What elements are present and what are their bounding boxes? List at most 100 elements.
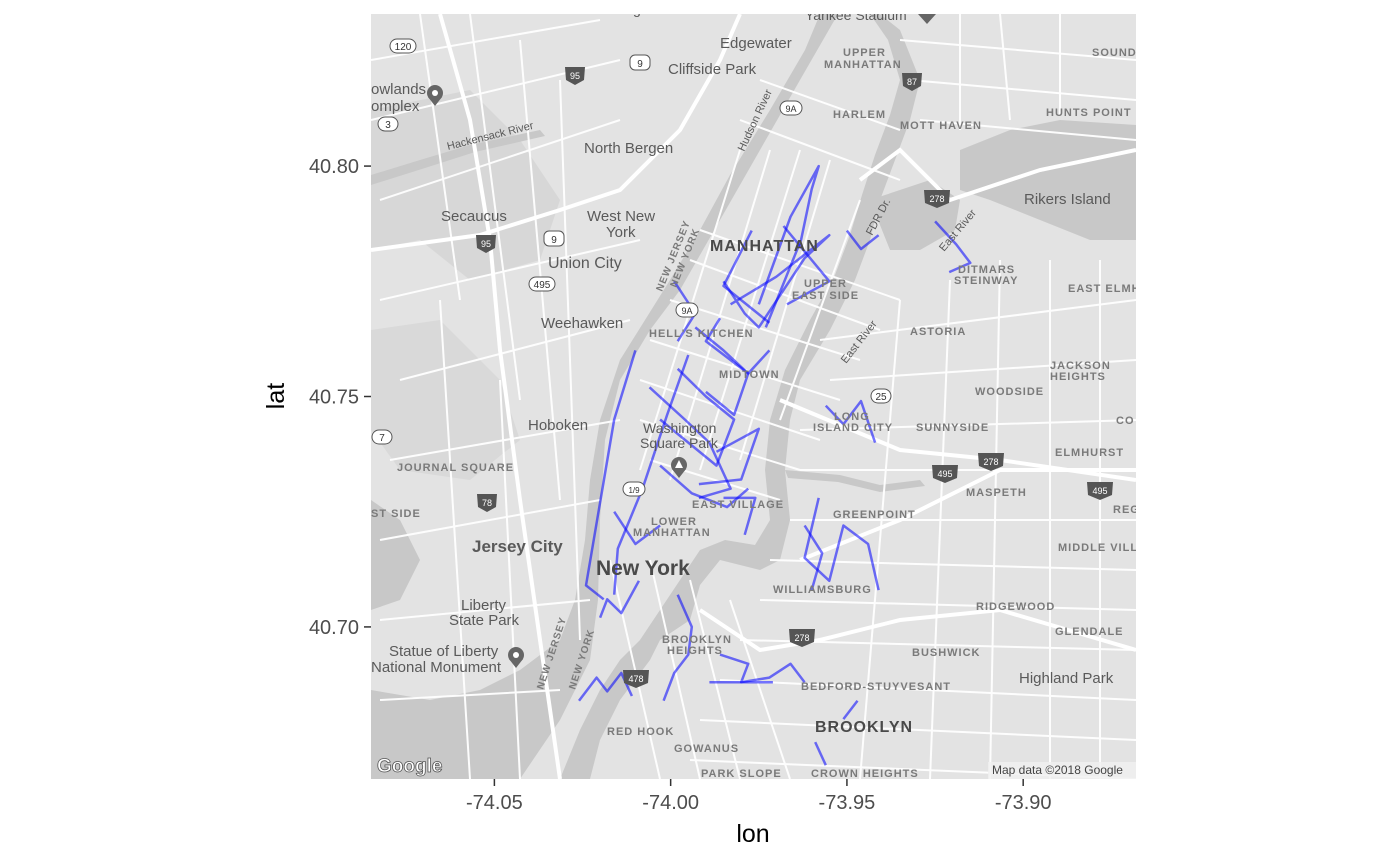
label-co: CO [1116,415,1135,427]
interstate-shield-495-queens: 495 [932,465,958,483]
label-astoria: ASTORIA [910,326,966,338]
route-path [722,230,771,324]
pin-icon [671,457,687,478]
label-east-village: EAST VILLAGE [692,499,784,511]
svg-text:478: 478 [628,674,643,684]
y-tick-label: 40.70 [309,617,359,639]
label-ridgefield: Ridgefield [612,1,674,17]
label-meadowlands-1: owlands [371,81,426,98]
label-statue-2: National Monument [371,659,502,676]
label-reg: REG [1113,504,1140,516]
label-manhattan: MANHATTAN [710,238,819,255]
label-woodside: WOODSIDE [975,386,1044,398]
route-path [814,741,827,766]
label-park-slope: PARK SLOPE [701,768,782,780]
interstate-shield-495-east: 495 [1087,482,1113,500]
route-path [704,317,771,375]
google-logo: Google [377,756,442,777]
label-yankee-stadium: Yankee Stadium [805,7,907,23]
svg-text:278: 278 [794,633,809,643]
svg-text:120: 120 [395,42,412,53]
route-shield-9a-south: 9A [675,302,699,318]
pin-icon [427,85,443,106]
label-west-new-york-1: West New [587,208,655,225]
svg-text:9: 9 [637,59,643,70]
label-gowanus: GOWANUS [674,743,739,755]
east-river [560,14,920,779]
svg-text:495: 495 [534,280,551,291]
y-tick-label: 40.80 [309,156,359,178]
label-weehawken: Weehawken [541,315,623,332]
route-path [824,399,877,444]
label-williamsburg: WILLIAMSBURG [773,584,872,596]
svg-text:3: 3 [385,120,391,131]
route-shields: 120 95 9 9A 87 3 278 95 9 495 9A 25 7 49… [371,38,1113,688]
label-washington-1: Washington [643,420,716,436]
map-pins [427,14,936,668]
pin-icon [918,14,936,24]
svg-text:95: 95 [481,239,491,249]
y-axis: 40.70 40.75 40.80 [309,156,371,639]
label-upper-east-side-2: EAST SIDE [792,290,859,302]
label-hunts-point: HUNTS POINT [1046,107,1132,119]
label-liberty-2: State Park [449,612,520,629]
route-path [719,653,806,684]
label-hells-kitchen: HELL'S KITCHEN [649,328,754,340]
map-tile: Ridgefield Yankee Stadium Edgewater Clif… [371,1,1140,780]
svg-text:495: 495 [937,469,952,479]
label-middle-vill: MIDDLE VILL [1058,542,1138,554]
map-attribution: Map data ©2018 Google [992,763,1123,777]
svg-text:7: 7 [379,433,385,444]
hackensack-river [371,130,545,185]
svg-text:95: 95 [570,71,580,81]
route-shield-495: 495 [528,276,556,292]
interstate-shield-278-brooklyn: 278 [789,629,815,647]
svg-text:9A: 9A [681,306,692,316]
label-bedford-stuyvesant: BEDFORD-STUYVESANT [801,681,951,693]
label-lower-manhattan-2: MANHATTAN [633,527,711,539]
label-st-side: ST SIDE [371,508,421,520]
label-long-island-1: LONG [834,411,870,423]
label-hoboken: Hoboken [528,417,588,434]
label-upper-manhattan-2: MANHATTAN [824,59,902,71]
label-midtown: MIDTOWN [719,369,780,381]
route-path [842,699,859,720]
interstate-shield-87: 87 [902,73,922,91]
x-tick-label: -74.00 [642,792,699,814]
svg-text:9: 9 [551,235,557,246]
label-long-island-2: ISLAND CITY [813,422,893,434]
route-path [613,511,661,546]
label-ditmars-1: DITMARS [958,264,1015,276]
label-maspeth: MASPETH [966,487,1027,499]
svg-text:25: 25 [875,392,887,403]
y-axis-title: lat [262,383,290,409]
svg-text:278: 278 [983,457,998,467]
route-path [782,225,831,306]
label-union-city: Union City [548,255,622,272]
interstate-shield-278-queens: 278 [978,453,1004,471]
attribution-bg [988,762,1136,779]
label-brooklyn-heights-2: HEIGHTS [667,645,723,657]
label-ridgewood: RIDGEWOOD [976,601,1055,613]
route-shield-9a: 9A [779,100,803,116]
interstate-shield-95: 95 [565,67,585,85]
route-shield-3: 3 [377,116,399,132]
label-statue-1: Statue of Liberty [389,643,499,660]
label-sunnyside: SUNNYSIDE [916,422,989,434]
label-greenpoint: GREENPOINT [833,509,916,521]
label-jersey-city: Jersey City [472,537,563,556]
label-meadowlands-2: omplex [371,98,420,115]
x-tick-label: -74.05 [466,792,523,814]
svg-text:495: 495 [1092,486,1107,496]
label-secaucus: Secaucus [441,208,507,225]
route-path [584,350,637,601]
interstate-shield-95-south: 95 [476,235,496,253]
svg-text:78: 78 [482,498,492,508]
route-shield-25: 25 [870,388,892,404]
label-ditmars-2: STEINWAY [954,275,1018,287]
label-jackson-2: HEIGHTS [1050,371,1106,383]
road-grid [371,14,1136,779]
route-path [934,220,972,274]
label-lower-manhattan-1: LOWER [651,516,697,528]
pin-icon [508,647,524,668]
